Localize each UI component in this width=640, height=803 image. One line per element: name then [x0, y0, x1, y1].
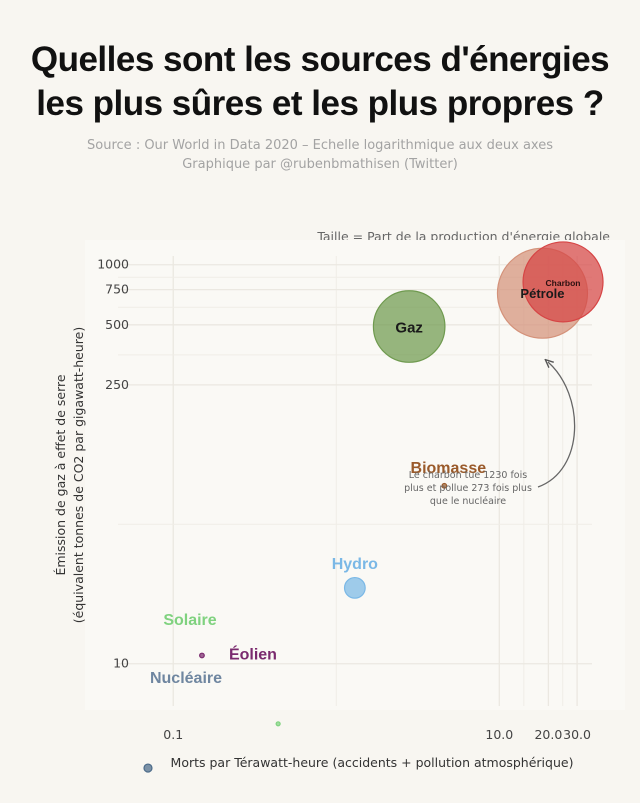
bubble-nucleaire: [143, 763, 153, 773]
chart-title: Quelles sont les sources d'énergies les …: [0, 38, 640, 126]
x-tick-label: 0.1: [163, 727, 183, 742]
y-tick-label: 750: [105, 282, 129, 297]
annotation-line-2: plus et pollue 273 fois plus: [404, 483, 532, 494]
bubble-hydro: [343, 576, 366, 599]
y-tick-label: 500: [105, 317, 129, 332]
label-eolien: Éolien: [229, 644, 277, 663]
title-line-2: les plus sûres et les plus propres ?: [36, 84, 604, 123]
label-solaire: Solaire: [163, 612, 216, 629]
annotation-line-3: que le nucléaire: [430, 496, 506, 507]
label-biomasse: Biomasse: [411, 460, 487, 477]
title-line-1: Quelles sont les sources d'énergies: [30, 40, 610, 79]
x-tick-label: 20.0: [534, 727, 562, 742]
bubble-eolien: [199, 652, 205, 659]
x-axis-label: Morts par Térawatt-heure (accidents + po…: [171, 755, 574, 770]
y-axis-label: Émission de gaz à effet de serre (équiva…: [53, 327, 86, 623]
y-axis-label-line-2: (équivalent tonnes de CO2 par gigawatt-h…: [71, 327, 86, 623]
x-tick-label: 30.0: [563, 727, 591, 742]
label-charbon: Charbon: [546, 278, 581, 288]
label-petrole: Pétrole: [520, 286, 564, 301]
annotation-arrow: [537, 362, 576, 488]
bubble-charbon: [522, 241, 604, 323]
label-gaz: Gaz: [395, 320, 423, 337]
y-tick-label: 250: [105, 377, 129, 392]
bubble-biomasse: [441, 482, 448, 489]
y-tick-label: 10: [113, 656, 129, 671]
annotation-line-1: Le charbon tue 1230 fois: [409, 470, 527, 481]
subtitle-source: Source : Our World in Data 2020 – Echell…: [87, 138, 553, 153]
y-axis-label-line-1: Émission de gaz à effet de serre: [53, 374, 68, 575]
x-tick-labels: 0.1 10.0 20.0 30.0: [163, 727, 591, 742]
subtitle-author: Graphique par @rubenbmathisen (Twitter): [182, 157, 458, 172]
y-tick-label: 1000: [97, 257, 129, 272]
bubbles: [143, 241, 604, 773]
bubble-gaz: [372, 290, 446, 363]
label-hydro: Hydro: [332, 556, 378, 573]
bubble-solaire: [275, 721, 281, 727]
label-nucleaire: Nucléaire: [150, 670, 222, 687]
y-tick-labels: 10 250 500 750 1000: [97, 257, 129, 671]
x-tick-label: 10.0: [485, 727, 513, 742]
